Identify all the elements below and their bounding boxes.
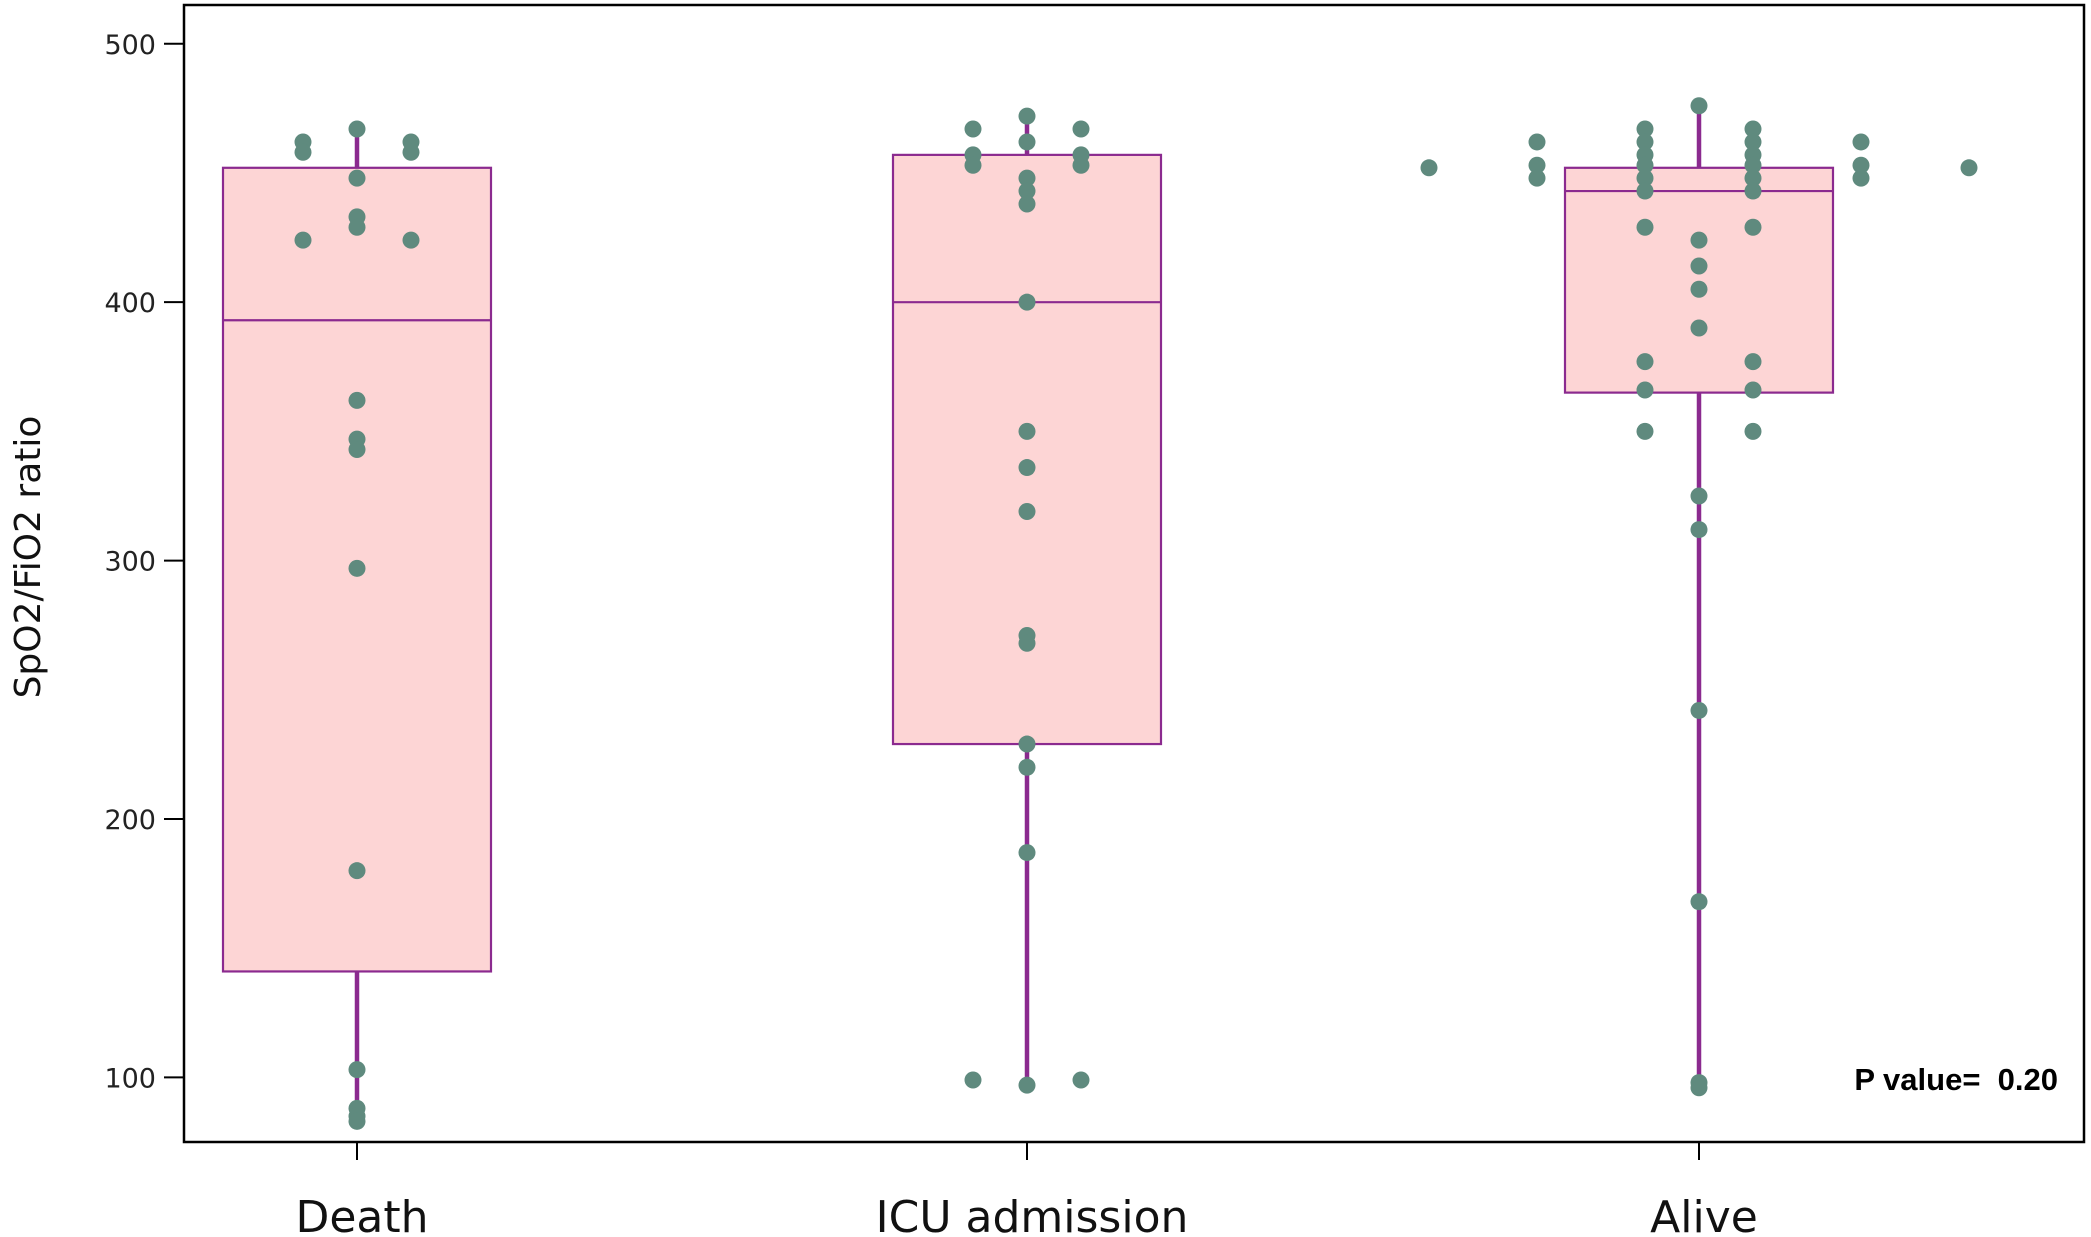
data-point — [1744, 133, 1762, 151]
x-axis: Death ICU admission Alive — [295, 1142, 1758, 1237]
data-point — [1690, 257, 1708, 275]
data-point — [402, 143, 420, 161]
data-point — [1018, 107, 1036, 125]
data-point — [294, 231, 312, 249]
data-point — [1018, 459, 1036, 477]
p-value-annotation: P value= 0.20 — [1854, 1062, 2058, 1097]
data-point — [348, 862, 366, 880]
data-point — [1690, 280, 1708, 298]
data-point — [1018, 844, 1036, 862]
x-tick-label: ICU admission — [876, 1192, 1189, 1237]
data-point — [1636, 381, 1654, 399]
data-point — [1018, 182, 1036, 200]
data-point — [1018, 634, 1036, 652]
data-point — [1636, 353, 1654, 371]
data-point — [348, 391, 366, 409]
data-point — [348, 440, 366, 458]
data-point — [348, 120, 366, 138]
data-point — [1018, 502, 1036, 520]
y-axis-title: SpO2/FiO2 ratio — [8, 416, 49, 699]
data-point — [348, 218, 366, 236]
y-tick-label: 100 — [104, 1063, 156, 1094]
data-point — [964, 1071, 982, 1089]
data-point — [348, 559, 366, 577]
data-point — [1528, 156, 1546, 174]
data-point — [1072, 1071, 1090, 1089]
data-point — [1852, 133, 1870, 151]
data-point — [1420, 159, 1438, 177]
data-point — [964, 156, 982, 174]
x-tick-label: Death — [295, 1192, 428, 1237]
data-point — [1018, 133, 1036, 151]
data-point — [1744, 353, 1762, 371]
data-point — [348, 1112, 366, 1130]
data-point — [1744, 381, 1762, 399]
data-point — [1018, 422, 1036, 440]
data-point — [1744, 218, 1762, 236]
data-point — [1018, 758, 1036, 776]
data-point — [1744, 169, 1762, 187]
data-point — [1018, 195, 1036, 213]
y-tick-label: 300 — [104, 547, 156, 578]
data-point — [402, 231, 420, 249]
data-point — [1528, 133, 1546, 151]
data-point — [1744, 182, 1762, 200]
data-point — [1018, 735, 1036, 753]
data-point — [1636, 120, 1654, 138]
data-point — [348, 169, 366, 187]
data-point — [1690, 231, 1708, 249]
data-point — [1636, 133, 1654, 151]
data-point — [1690, 1079, 1708, 1097]
data-point — [1018, 169, 1036, 187]
data-point — [1690, 319, 1708, 337]
data-point — [1690, 701, 1708, 719]
y-tick-label: 500 — [104, 30, 156, 61]
y-tick-label: 400 — [104, 288, 156, 319]
y-tick-label: 200 — [104, 805, 156, 836]
data-point — [1690, 893, 1708, 911]
data-point — [1852, 169, 1870, 187]
data-point — [964, 120, 982, 138]
data-point — [1690, 521, 1708, 539]
data-point — [1528, 169, 1546, 187]
data-point — [1072, 120, 1090, 138]
data-point — [1690, 97, 1708, 115]
data-point — [1636, 218, 1654, 236]
data-point — [1744, 422, 1762, 440]
data-point — [1636, 169, 1654, 187]
data-point — [1960, 159, 1978, 177]
data-point — [1018, 293, 1036, 311]
data-point — [1690, 487, 1708, 505]
box — [891, 153, 1163, 746]
data-point — [1636, 156, 1654, 174]
y-axis: 100 200 300 400 500 — [104, 30, 184, 1094]
data-point — [1852, 156, 1870, 174]
data-point — [348, 1061, 366, 1079]
points-layer — [294, 97, 1978, 1130]
data-point — [1636, 182, 1654, 200]
data-point — [294, 143, 312, 161]
data-point — [1744, 156, 1762, 174]
data-point — [1636, 422, 1654, 440]
x-tick-label: Alive — [1650, 1192, 1758, 1237]
data-point — [1018, 1076, 1036, 1094]
box — [1563, 166, 1835, 394]
data-point — [1072, 156, 1090, 174]
data-point — [1744, 120, 1762, 138]
